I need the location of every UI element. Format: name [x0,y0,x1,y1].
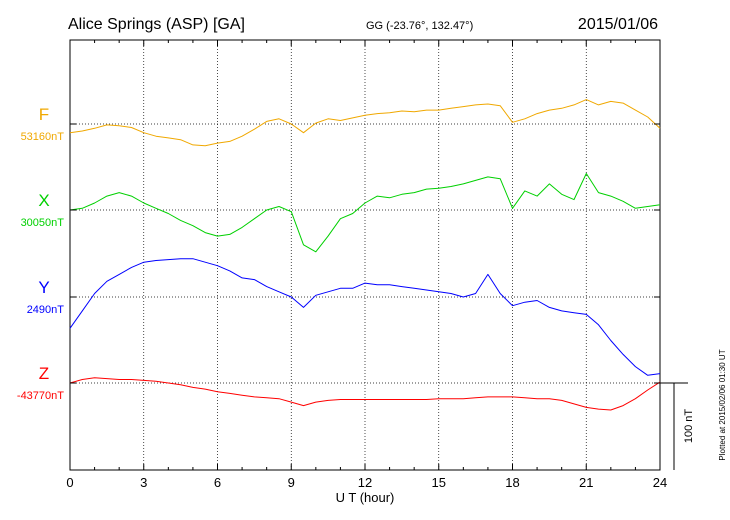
plot-frame [69,39,661,471]
x-tick-label: 6 [214,475,221,490]
series-baseline-x: 30050nT [21,217,65,229]
series-baseline-z: -43770nT [17,390,64,402]
series-name-x: X [38,191,49,210]
series-layer: F 53160nT X 30050nT Y 2490nT Z -43770nT [17,99,661,411]
series-baseline-y: 2490nT [27,304,65,316]
scale-bar: 100 nT [660,382,695,470]
x-tick-label: 18 [505,475,519,490]
x-tick-label: 9 [288,475,295,490]
x-tick-label: 3 [140,475,147,490]
series-baseline-f: 53160nT [21,131,65,143]
x-axis-label: U T (hour) [336,490,395,505]
series-line-z [69,377,661,411]
x-tick-label: 24 [653,475,667,490]
grid-lines [70,40,660,470]
station-title: Alice Springs (ASP) [GA] [68,16,245,33]
scale-bar-label: 100 nT [683,409,695,444]
x-tick-label: 21 [579,475,593,490]
x-tick-label: 12 [358,475,372,490]
x-tick-label: 0 [66,475,73,490]
date-label: 2015/01/06 [578,16,658,33]
series-line-f [69,99,661,147]
series-name-f: F [39,105,49,124]
series-name-y: Y [38,278,49,297]
series-line-x [69,173,661,253]
coordinates-label: GG (-23.76°, 132.47°) [366,20,473,32]
series-line-y [69,258,661,376]
series-name-z: Z [39,364,49,383]
plotted-timestamp: Plotted at 2015/02/06 01:30 UT [718,349,727,460]
x-axis-ticks: 0 3 6 9 12 15 18 21 24 [66,40,667,490]
x-tick-label: 15 [432,475,446,490]
